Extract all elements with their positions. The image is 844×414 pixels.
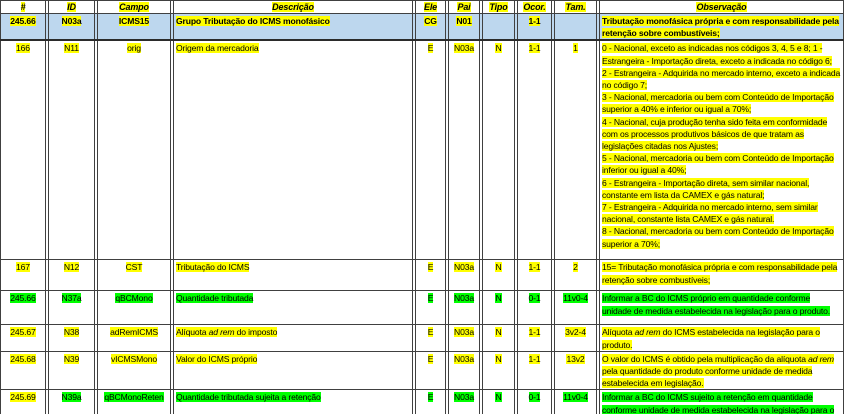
cell-observacao: Tributação monofásica própria e com resp… [599,14,844,40]
cell-ocor: 1-1 [517,260,552,291]
cell-tipo: N [482,390,515,414]
col-header-ocor: Ocor. [517,1,552,13]
cell-tam: 2 [554,260,597,291]
cell-num: 245.67 [0,325,46,351]
cell-descricao: Origem da mercadoria [173,41,413,260]
cell-campo: orig [97,41,171,260]
cell-id: N39a [48,390,95,414]
cell-pai: N03a [448,390,480,414]
cell-observacao: Alíquota ad rem do ICMS estabelecida na … [599,325,844,351]
cell-num: 167 [0,260,46,291]
cell-id: N03a [48,14,95,40]
cell-ele: E [415,41,446,260]
cell-ele: E [415,291,446,325]
cell-num: 245.68 [0,351,46,390]
cell-pai: N01 [448,14,480,40]
cell-ocor: 1-1 [517,351,552,390]
cell-id: N11 [48,41,95,260]
cell-pai: N03a [448,351,480,390]
row-orig: 166 N11 orig Origem da mercadoria E N03a… [0,41,844,261]
cell-ocor: 1-1 [517,325,552,351]
cell-campo: qBCMonoReten [97,390,171,414]
cell-descricao: Quantidade tributada sujeita a retenção [173,390,413,414]
cell-observacao: Informar a BC do ICMS próprio em quantid… [599,291,844,325]
cell-ocor: 1-1 [517,41,552,260]
row-cst: 167 N12 CST Tributação do ICMS E N03a N … [0,260,844,292]
col-header-tam: Tam. [554,1,597,13]
col-header-id: ID [48,1,95,13]
cell-ele: E [415,325,446,351]
cell-tipo: N [482,351,515,390]
cell-tipo [482,14,515,40]
cell-descricao: Alíquota ad rem do imposto [173,325,413,351]
cell-campo: adRemICMS [97,325,171,351]
row-group-icms15: 245.66 N03a ICMS15 Grupo Tributação do I… [0,14,844,42]
cell-ele: E [415,260,446,291]
cell-pai: N03a [448,41,480,260]
col-header-tipo: Tipo [482,1,515,13]
cell-descricao: Tributação do ICMS [173,260,413,291]
cell-tam [554,14,597,40]
cell-pai: N03a [448,291,480,325]
cell-id: N12 [48,260,95,291]
col-header-campo: Campo [97,1,171,13]
cell-tipo: N [482,260,515,291]
col-header-ele: Ele [415,1,446,13]
cell-tipo: N [482,41,515,260]
col-header-descricao: Descrição [173,1,413,13]
cell-ele: E [415,390,446,414]
cell-ocor: 1-1 [517,14,552,40]
cell-pai: N03a [448,260,480,291]
cell-tam: 13v2 [554,351,597,390]
cell-tipo: N [482,291,515,325]
cell-observacao: 0 - Nacional, exceto as indicadas nos có… [599,41,844,260]
cell-num: 245.66 [0,14,46,40]
cell-ocor: 0-1 [517,291,552,325]
cell-campo: ICMS15 [97,14,171,40]
cell-observacao: O valor do ICMS é obtido pela multiplica… [599,351,844,390]
col-header-observacao: Observação [599,1,844,13]
cell-num: 245.69 [0,390,46,414]
cell-descricao: Valor do ICMS próprio [173,351,413,390]
cell-tam: 1 [554,41,597,260]
cell-descricao: Quantidade tributada [173,291,413,325]
table-header-row: # ID Campo Descrição Ele Pai Tipo Ocor. … [0,0,844,14]
row-vicmsmono: 245.68 N39 vICMSMono Valor do ICMS própr… [0,351,844,391]
col-header-pai: Pai [448,1,480,13]
cell-tam: 11v0-4 [554,291,597,325]
row-qbcmono: 245.66 N37a qBCMono Quantidade tributada… [0,291,844,326]
cell-pai: N03a [448,325,480,351]
cell-tam: 11v0-4 [554,390,597,414]
col-header-num: # [0,1,46,13]
cell-num: 166 [0,41,46,260]
row-adremicms: 245.67 N38 adRemICMS Alíquota ad rem do … [0,325,844,352]
cell-observacao: 15= Tributação monofásica própria e com … [599,260,844,291]
cell-num: 245.66 [0,291,46,325]
cell-campo: vICMSMono [97,351,171,390]
cell-id: N37a [48,291,95,325]
cell-ele: CG [415,14,446,40]
cell-id: N38 [48,325,95,351]
cell-campo: qBCMono [97,291,171,325]
cell-ocor: 0-1 [517,390,552,414]
cell-campo: CST [97,260,171,291]
cell-descricao: Grupo Tributação do ICMS monofásico [173,14,413,40]
cell-ele: E [415,351,446,390]
cell-tam: 3v2-4 [554,325,597,351]
cell-tipo: N [482,325,515,351]
row-qbcmonoreten: 245.69 N39a qBCMonoReten Quantidade trib… [0,390,844,414]
cell-id: N39 [48,351,95,390]
cell-observacao: Informar a BC do ICMS sujeito a retenção… [599,390,844,414]
